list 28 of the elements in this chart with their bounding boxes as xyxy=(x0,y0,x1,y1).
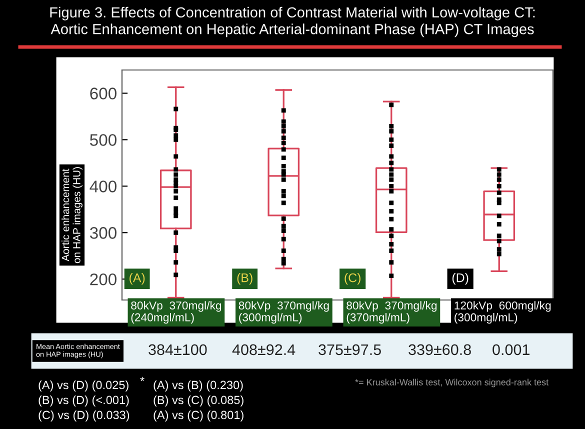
x-tick-label: 80kVp 370mgl/kg (240mgl/mL) xyxy=(131,301,222,324)
text: 375±97.5 xyxy=(318,344,381,356)
annotation: (A) xyxy=(130,273,145,285)
y-tick-label: 600 xyxy=(90,88,116,100)
annotation: (C) xyxy=(344,273,360,285)
chart-title: Figure 3. Effects of Concentration of Contrast Material with Low-voltage CT: Aortic Enhancement on Hepatic Arterial-dominant Phase (HAP) CT Images xyxy=(50,6,535,38)
text: (A) vs (D) (0.025) xyxy=(38,380,128,392)
text: *= Kruskal-Wallis test, Wilcoxon signed-rank test xyxy=(355,378,549,388)
y-tick-label: 300 xyxy=(90,227,116,239)
text: 339±60.8 xyxy=(408,344,471,356)
text: 384±100 xyxy=(148,344,207,356)
y-tick-label: 200 xyxy=(90,273,116,286)
text: (B) vs (D) (<.001) xyxy=(38,395,129,406)
text: (A) vs (C) (0.801) xyxy=(154,410,244,422)
x-tick-label: 120kVp 600mgl/kg (300mgl/mL) xyxy=(454,301,551,324)
text: 408±92.4 xyxy=(232,344,296,356)
y-axis-title: Aortic enhancement on HAP images (HU) xyxy=(62,167,82,264)
text: (B) vs (C) (0.085) xyxy=(154,395,244,406)
text: * xyxy=(140,376,144,382)
annotation: (B) xyxy=(237,273,252,285)
y-tick-label: 400 xyxy=(90,180,116,192)
x-tick-label: 80kVp 370mgl/kg (370mgl/mL) xyxy=(346,301,437,324)
y-tick-label: 500 xyxy=(90,134,116,146)
text: (A) vs (B) (0.230) xyxy=(154,380,243,392)
x-tick-label: 80kVp 370mgl/kg (300mgl/mL) xyxy=(238,301,329,324)
annotation: (D) xyxy=(452,273,468,285)
text: 0.001 xyxy=(492,344,530,356)
text: (C) vs (D) (0.033) xyxy=(38,410,130,422)
